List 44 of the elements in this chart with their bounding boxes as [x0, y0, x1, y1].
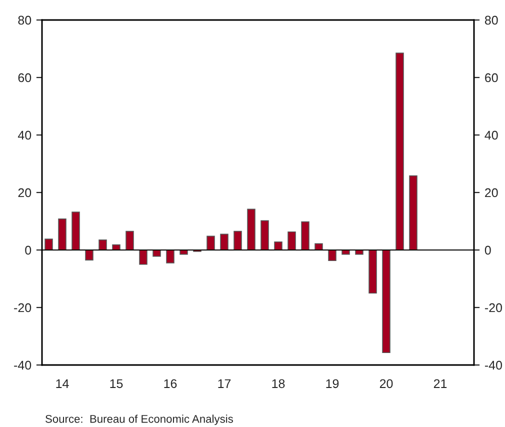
bar — [368, 250, 377, 294]
x-tick-label: 17 — [218, 379, 231, 388]
bar — [382, 250, 390, 354]
bar — [396, 52, 404, 250]
bar — [234, 230, 242, 250]
y2-tick-label: 80 — [484, 16, 498, 25]
bar — [72, 212, 80, 250]
bar — [44, 238, 53, 250]
y2-tick-label: 60 — [485, 73, 498, 82]
bar — [301, 221, 310, 250]
x-tick-label: 15 — [110, 379, 123, 388]
x-tick-label: 21 — [434, 379, 447, 388]
x-tick-label: 20 — [380, 379, 393, 388]
x-tick-label: 18 — [272, 379, 285, 388]
bar — [98, 240, 107, 250]
x-tick-label: 14 — [56, 379, 69, 388]
bar — [328, 250, 336, 262]
y2-tick-label: 0 — [484, 246, 491, 255]
y-tick-label: 60 — [18, 73, 32, 82]
y-tick-label: -20 — [14, 303, 32, 312]
bar — [126, 230, 134, 250]
bar — [58, 218, 66, 250]
bar — [260, 220, 269, 250]
bar — [274, 242, 282, 250]
bar — [166, 250, 174, 264]
y2-tick-label: -20 — [484, 303, 502, 312]
y-tick-label: 80 — [18, 16, 32, 25]
bar — [220, 234, 228, 250]
y2-tick-label: 20 — [485, 188, 498, 198]
x-tick-label: 16 — [164, 379, 177, 388]
bar — [206, 236, 215, 250]
y2-tick-label: 40 — [484, 130, 498, 140]
y-tick-label: 40 — [18, 130, 32, 140]
y-tick-label: 20 — [18, 188, 32, 198]
bar — [409, 175, 418, 250]
y-tick-label: -40 — [14, 360, 32, 370]
y2-tick-label: -40 — [484, 360, 502, 370]
x-tick-label: 19 — [326, 379, 339, 388]
bar — [247, 208, 256, 250]
source-note: Source: Bureau of Economic Analysis — [46, 414, 233, 426]
bar — [85, 250, 94, 260]
y-tick-label: 0 — [25, 246, 32, 255]
bar — [288, 231, 296, 250]
bar — [139, 250, 148, 265]
